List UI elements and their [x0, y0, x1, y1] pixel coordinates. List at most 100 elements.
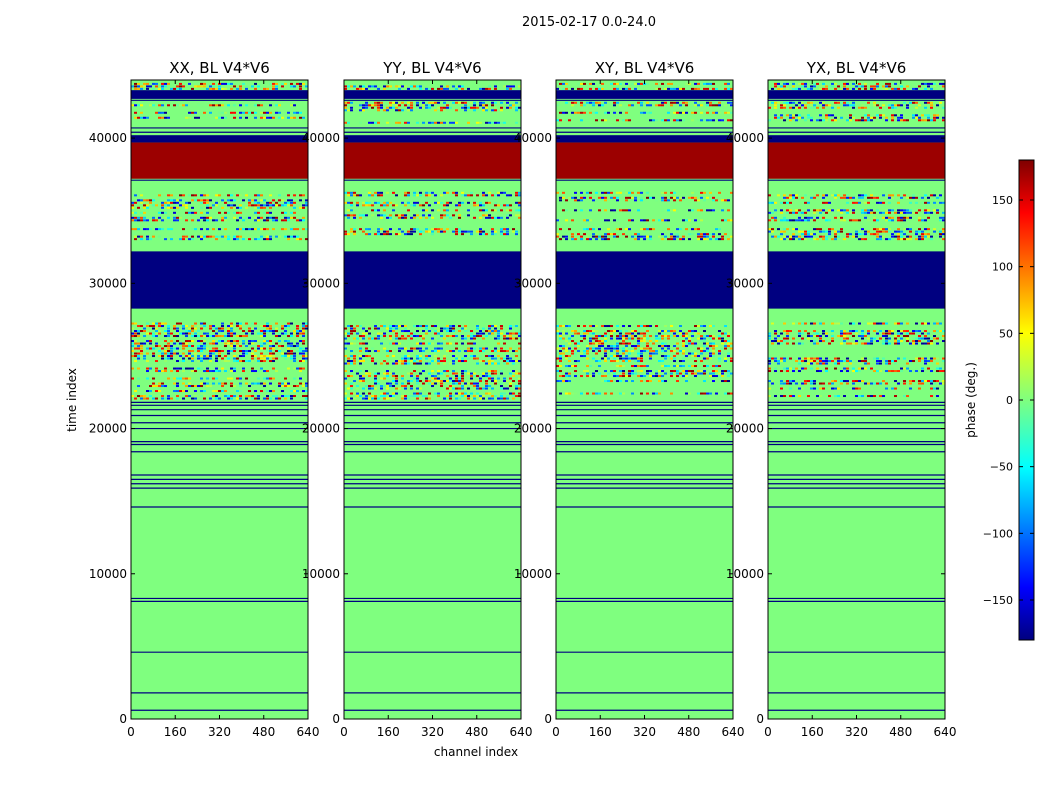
noise-cell	[661, 335, 664, 338]
noise-cell	[661, 233, 664, 236]
noise-cell	[712, 325, 715, 328]
noise-cell	[712, 345, 715, 348]
noise-cell	[915, 330, 918, 333]
noise-cell	[344, 397, 347, 400]
noise-cell	[164, 332, 167, 335]
noise-cell	[906, 332, 909, 335]
noise-cell	[278, 116, 281, 119]
noise-cell	[170, 194, 173, 197]
noise-cell	[619, 82, 622, 85]
noise-cell	[556, 370, 559, 373]
noise-cell	[768, 211, 771, 214]
noise-cell	[440, 347, 443, 350]
noise-cell	[634, 238, 637, 241]
noise-cell	[801, 360, 804, 363]
noise-cell	[449, 216, 452, 219]
noise-cell	[236, 327, 239, 330]
noise-cell	[185, 325, 188, 328]
noise-cell	[461, 395, 464, 398]
noise-cell	[188, 330, 191, 333]
noise-cell	[876, 357, 879, 360]
noise-cell	[852, 342, 855, 345]
noise-cell	[296, 332, 299, 335]
noise-cell	[452, 228, 455, 231]
noise-cell	[182, 347, 185, 350]
noise-cell	[455, 377, 458, 380]
noise-cell	[182, 345, 185, 348]
noise-cell	[700, 219, 703, 222]
noise-cell	[305, 85, 308, 88]
noise-cell	[434, 375, 437, 378]
noise-cell	[825, 194, 828, 197]
noise-cell	[882, 104, 885, 107]
noise-cell	[344, 347, 347, 350]
noise-cell	[251, 111, 254, 114]
noise-cell	[568, 325, 571, 328]
noise-cell	[155, 347, 158, 350]
noise-cell	[556, 119, 559, 122]
noise-cell	[455, 357, 458, 360]
noise-cell	[497, 362, 500, 365]
noise-cell	[473, 347, 476, 350]
noise-cell	[777, 335, 780, 338]
noise-cell	[221, 360, 224, 363]
noise-cell	[825, 332, 828, 335]
noise-cell	[224, 382, 227, 385]
noise-cell	[368, 350, 371, 353]
noise-cell	[212, 104, 215, 107]
noise-cell	[206, 219, 209, 222]
noise-cell	[143, 216, 146, 219]
noise-cell	[200, 335, 203, 338]
noise-cell	[353, 397, 356, 400]
noise-cell	[631, 350, 634, 353]
noise-cell	[619, 370, 622, 373]
noise-cell	[622, 370, 625, 373]
noise-cell	[634, 335, 637, 338]
noise-cell	[795, 87, 798, 90]
noise-cell	[473, 106, 476, 109]
noise-cell	[706, 392, 709, 395]
noise-cell	[305, 199, 308, 202]
noise-cell	[242, 352, 245, 355]
noise-cell	[305, 357, 308, 360]
noise-cell	[613, 196, 616, 199]
noise-cell	[649, 380, 652, 383]
noise-cell	[667, 355, 670, 358]
noise-cell	[494, 85, 497, 88]
noise-cell	[497, 350, 500, 353]
noise-cell	[906, 85, 909, 88]
noise-cell	[272, 395, 275, 398]
noise-cell	[149, 390, 152, 393]
noise-cell	[586, 345, 589, 348]
noise-cell	[518, 377, 521, 380]
noise-cell	[431, 377, 434, 380]
x-tick-label: 480	[465, 725, 488, 739]
noise-cell	[601, 342, 604, 345]
noise-cell	[637, 82, 640, 85]
noise-cell	[224, 370, 227, 373]
noise-cell	[891, 332, 894, 335]
noise-cell	[715, 392, 718, 395]
noise-cell	[706, 357, 709, 360]
noise-cell	[167, 327, 170, 330]
noise-cell	[305, 228, 308, 231]
noise-cell	[224, 201, 227, 204]
noise-cell	[804, 230, 807, 233]
noise-cell	[479, 228, 482, 231]
noise-cell	[813, 340, 816, 343]
noise-cell	[825, 362, 828, 365]
noise-cell	[254, 322, 257, 325]
noise-cell	[404, 355, 407, 358]
noise-cell	[350, 360, 353, 363]
noise-cell	[464, 350, 467, 353]
noise-cell	[637, 340, 640, 343]
noise-cell	[703, 119, 706, 122]
noise-cell	[870, 337, 873, 340]
noise-cell	[425, 201, 428, 204]
noise-cell	[897, 238, 900, 241]
noise-cell	[377, 194, 380, 197]
noise-cell	[218, 194, 221, 197]
noise-cell	[434, 347, 437, 350]
noise-cell	[491, 209, 494, 212]
noise-cell	[580, 87, 583, 90]
